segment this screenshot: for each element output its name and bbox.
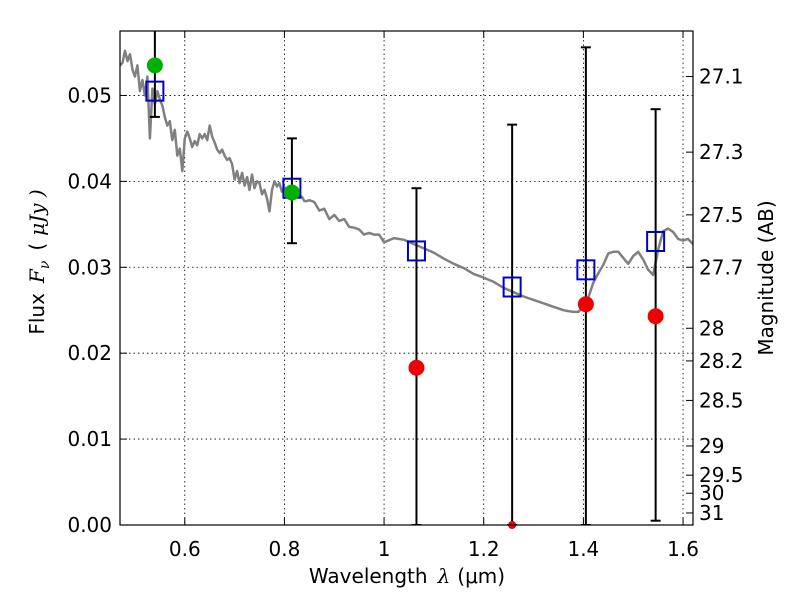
y2-tick-label: 31	[699, 501, 724, 525]
y-tick-label: 0.03	[67, 255, 112, 279]
plot-frame	[119, 30, 694, 526]
x-axis-label-symbol: λ	[437, 564, 451, 588]
y2-tick-label: 28.2	[699, 349, 744, 373]
y2-tick-label: 27.5	[699, 203, 744, 227]
y-tick-label: 0.05	[67, 83, 112, 107]
y-axis-label: Flux Fν ( μJy )	[25, 189, 53, 334]
y-axis-label-sub: ν	[37, 260, 53, 269]
y-axis-label-symbol: F	[25, 268, 49, 284]
observed-point-red	[577, 296, 594, 313]
x-tick-label: 1.2	[468, 537, 500, 561]
x-axis-label-main: Wavelength	[309, 564, 428, 588]
observed-point-red	[408, 359, 425, 376]
observed-point-green	[146, 57, 163, 74]
x-axis-label: Wavelength λ (μm)	[309, 564, 505, 588]
x-tick-label: 1.6	[667, 537, 699, 561]
y-tick-label: 0.04	[67, 169, 112, 193]
y2-tick-label: 28	[699, 316, 724, 340]
y-axis-label-unit: μJy )	[25, 189, 49, 235]
y2-tick-label: 29	[699, 434, 724, 458]
model-square	[502, 276, 522, 298]
y2-tick-label: 29.5	[699, 463, 744, 487]
observed-point-green	[283, 184, 300, 201]
x-tick-label: 0.8	[269, 537, 301, 561]
x-tick-label: 1	[378, 537, 391, 561]
model-square	[576, 259, 596, 281]
y2-tick-label: 27.7	[699, 255, 744, 279]
model-square	[406, 240, 426, 262]
x-tick-label: 0.6	[169, 537, 201, 561]
x-axis-label-unit: (μm)	[457, 564, 505, 588]
y-axis-label-main: Flux	[25, 293, 49, 335]
y-tick-label: 0.00	[67, 513, 112, 537]
plot-area	[120, 31, 693, 525]
x-tick-label: 1.4	[567, 537, 599, 561]
y2-tick-label: 30	[699, 481, 724, 505]
grid	[120, 31, 693, 526]
y-axis-label-open: (	[25, 243, 49, 251]
y2-axis-label: Magnitude (AB)	[754, 200, 778, 355]
model-square	[145, 80, 165, 102]
y-tick-label: 0.02	[67, 341, 112, 365]
y2-tick-label: 28.5	[699, 388, 744, 412]
ticks: 0.6 0.8 1 1.2 1.4 1.6 0.00 0.01 0.02 0.03 0.04 0.05…	[67, 31, 744, 561]
observed-point-red	[647, 308, 664, 325]
y2-tick-label: 27.1	[699, 65, 744, 89]
y2-tick-label: 27.3	[699, 140, 744, 164]
model-square	[646, 230, 666, 252]
y-tick-label: 0.01	[67, 427, 112, 451]
